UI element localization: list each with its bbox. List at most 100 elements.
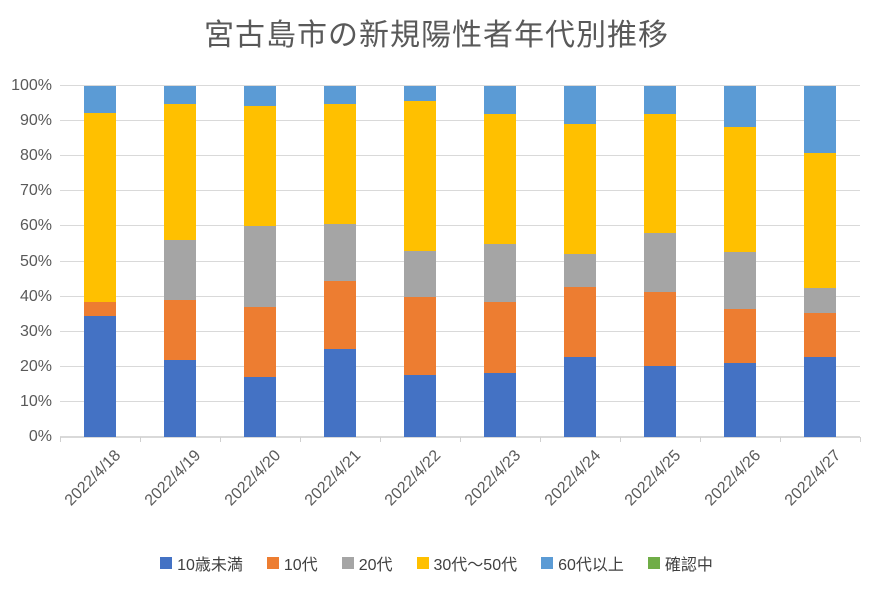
bar-segment <box>164 300 196 360</box>
bar-slot <box>620 86 700 437</box>
x-axis-tick <box>780 437 781 442</box>
gridline <box>60 85 860 86</box>
legend-item: 10代 <box>266 551 318 575</box>
gridline <box>60 330 860 332</box>
x-axis-tick <box>220 437 221 442</box>
bar-segment <box>404 101 436 252</box>
legend-swatch-icon <box>541 557 554 569</box>
legend-label: 30代～50代 <box>433 557 518 574</box>
plot-area <box>60 85 861 442</box>
x-axis-tick <box>860 437 861 442</box>
bar-segment <box>484 373 516 437</box>
chart-title: 宮古島市の新規陽性者年代別推移 <box>204 19 669 52</box>
bar-segment <box>484 114 516 244</box>
y-axis-label: 0% <box>28 428 52 445</box>
bar-segment <box>644 114 676 234</box>
bar-segment <box>164 240 196 301</box>
bar-segment <box>644 233 676 292</box>
legend-label: 10歳未満 <box>177 557 243 574</box>
x-axis-tick <box>380 437 381 442</box>
legend: 10歳未満 10代 20代 30代～50代 60代以上 確認中 <box>0 551 873 575</box>
bar-segment <box>244 376 276 437</box>
legend-label: 確認中 <box>664 557 713 574</box>
bar-stack <box>564 86 596 437</box>
bar-segment <box>724 252 756 310</box>
bar-segment <box>324 103 356 225</box>
bar-segment <box>804 86 836 153</box>
bar-segment <box>484 86 516 115</box>
y-axis-label: 10% <box>19 392 52 410</box>
bar-slot <box>540 86 620 437</box>
y-axis-label: 100% <box>11 77 52 94</box>
x-axis-label: 2022/4/21 <box>301 447 365 510</box>
legend-swatch-icon <box>160 557 173 569</box>
bar-slot <box>300 86 380 437</box>
bar-segment <box>84 315 116 437</box>
y-axis-label: 80% <box>19 147 52 165</box>
bar-segment <box>404 86 436 102</box>
x-axis-label: 2022/4/22 <box>381 447 445 510</box>
gridline <box>60 365 860 367</box>
bar-stack <box>644 86 676 437</box>
legend-item: 20代 <box>341 551 393 575</box>
bar-segment <box>564 287 596 358</box>
gridline <box>60 190 860 192</box>
x-axis-label: 2022/4/18 <box>61 447 125 510</box>
bar-slot <box>460 86 540 437</box>
x-axis-label: 2022/4/27 <box>781 447 845 510</box>
gridline <box>60 260 860 262</box>
legend-swatch-icon <box>266 557 279 569</box>
bar-segment <box>724 309 756 363</box>
bar-stack <box>324 86 356 437</box>
legend-label: 20代 <box>358 557 393 574</box>
y-axis-label: 20% <box>19 357 52 375</box>
bar-segment <box>164 103 196 241</box>
x-axis-tick <box>60 437 61 442</box>
bar-segment <box>564 123 596 254</box>
bar-segment <box>724 126 756 253</box>
bar-segment <box>804 152 836 289</box>
legend-swatch-icon <box>341 557 354 569</box>
bar-stack <box>484 86 516 437</box>
bar-segment <box>484 243 516 302</box>
bar-segment <box>244 106 276 227</box>
bar-stack <box>404 86 436 437</box>
bar-segment <box>324 348 356 437</box>
gridline <box>60 436 860 437</box>
bar-segment <box>804 313 836 357</box>
y-axis-label: 90% <box>19 112 52 130</box>
x-axis-tick <box>540 437 541 442</box>
bar-segment <box>244 226 276 307</box>
bar-segment <box>644 86 676 115</box>
bar-segment <box>564 86 596 124</box>
bar-segment <box>484 301 516 374</box>
y-axis-label: 40% <box>19 287 52 305</box>
bar-slot <box>60 86 140 437</box>
bar-stack <box>244 86 276 437</box>
y-axis-label: 30% <box>19 322 52 340</box>
bar-slot <box>700 86 780 437</box>
gridline <box>60 225 860 227</box>
gridline <box>60 400 860 402</box>
x-axis-tick <box>620 437 621 442</box>
legend-swatch-icon <box>647 557 660 569</box>
bar-stack <box>164 86 196 437</box>
bar-segment <box>644 365 676 437</box>
bar-segment <box>724 86 756 127</box>
bar-segment <box>404 375 436 437</box>
bar-segment <box>724 362 756 437</box>
bar-slot <box>780 86 860 437</box>
bar-stack <box>804 86 836 437</box>
x-axis-label: 2022/4/19 <box>141 447 205 510</box>
bar-segment <box>164 86 196 104</box>
bar-stack <box>84 86 116 437</box>
x-axis-tick <box>700 437 701 442</box>
x-axis-tick <box>140 437 141 442</box>
legend-item: 確認中 <box>647 551 713 575</box>
bar-slot <box>380 86 460 437</box>
bar-segment <box>324 281 356 349</box>
x-axis-label: 2022/4/24 <box>541 447 605 510</box>
bar-segment <box>84 301 116 316</box>
bar-slot <box>220 86 300 437</box>
legend-swatch-icon <box>416 557 429 569</box>
